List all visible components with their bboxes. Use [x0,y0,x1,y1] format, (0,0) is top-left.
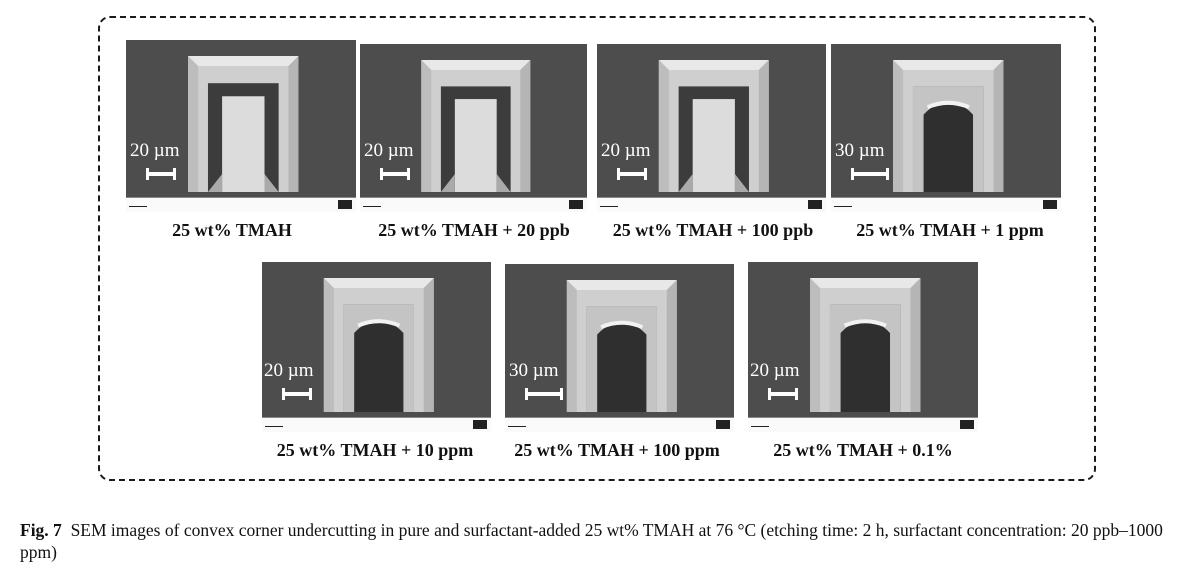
instrument-logo [338,200,352,209]
panel-caption: 25 wt% TMAH + 1 ppm [835,220,1065,241]
figure-caption: Fig. 7 SEM images of convex corner under… [20,519,1180,563]
sem-image: 20 µm [597,44,826,212]
scale-bar [380,172,410,176]
instrument-logo [1043,200,1057,209]
panel-caption: 25 wt% TMAH + 100 ppb [598,220,828,241]
scale-bar-label: 20 µm [750,360,799,382]
instrument-logo [716,420,730,429]
panel-caption: 25 wt% TMAH [122,220,342,241]
scale-bar [282,392,312,396]
sem-image: 30 µm [831,44,1061,212]
scale-bar [768,392,798,396]
data-bar-scale [265,426,283,427]
sem-data-bar [360,197,587,212]
scale-bar-label: 20 µm [130,140,179,162]
scale-bar [525,392,563,396]
data-bar-scale [363,206,381,207]
sem-image: 20 µm [262,262,491,432]
instrument-logo [569,200,583,209]
sem-image: 20 µm [360,44,587,212]
figure-caption-text: SEM images of convex corner undercutting… [20,520,1163,562]
figure-label: Fig. 7 [20,520,62,540]
sem-data-bar [748,417,978,432]
scale-bar [617,172,647,176]
scale-bar [146,172,176,176]
scale-bar-label: 30 µm [835,140,884,162]
scale-bar [851,172,889,176]
panel-caption: 25 wt% TMAH + 10 ppm [260,440,490,461]
sem-image: 30 µm [505,264,734,432]
scale-bar-label: 20 µm [601,140,650,162]
sem-data-bar [505,417,734,432]
data-bar-scale [508,426,526,427]
scale-bar-label: 30 µm [509,360,558,382]
instrument-logo [960,420,974,429]
scale-bar-label: 20 µm [264,360,313,382]
scale-bar-label: 20 µm [364,140,413,162]
sem-image: 20 µm [748,262,978,432]
sem-data-bar [126,197,356,212]
instrument-logo [808,200,822,209]
sem-data-bar [831,197,1061,212]
panel-caption: 25 wt% TMAH + 100 ppm [502,440,732,461]
sem-data-bar [597,197,826,212]
data-bar-scale [834,206,852,207]
data-bar-scale [129,206,147,207]
panel-caption: 25 wt% TMAH + 20 ppb [359,220,589,241]
data-bar-scale [751,426,769,427]
panel-caption: 25 wt% TMAH + 0.1% [748,440,978,461]
sem-image: 20 µm [126,40,356,212]
instrument-logo [473,420,487,429]
sem-data-bar [262,417,491,432]
data-bar-scale [600,206,618,207]
